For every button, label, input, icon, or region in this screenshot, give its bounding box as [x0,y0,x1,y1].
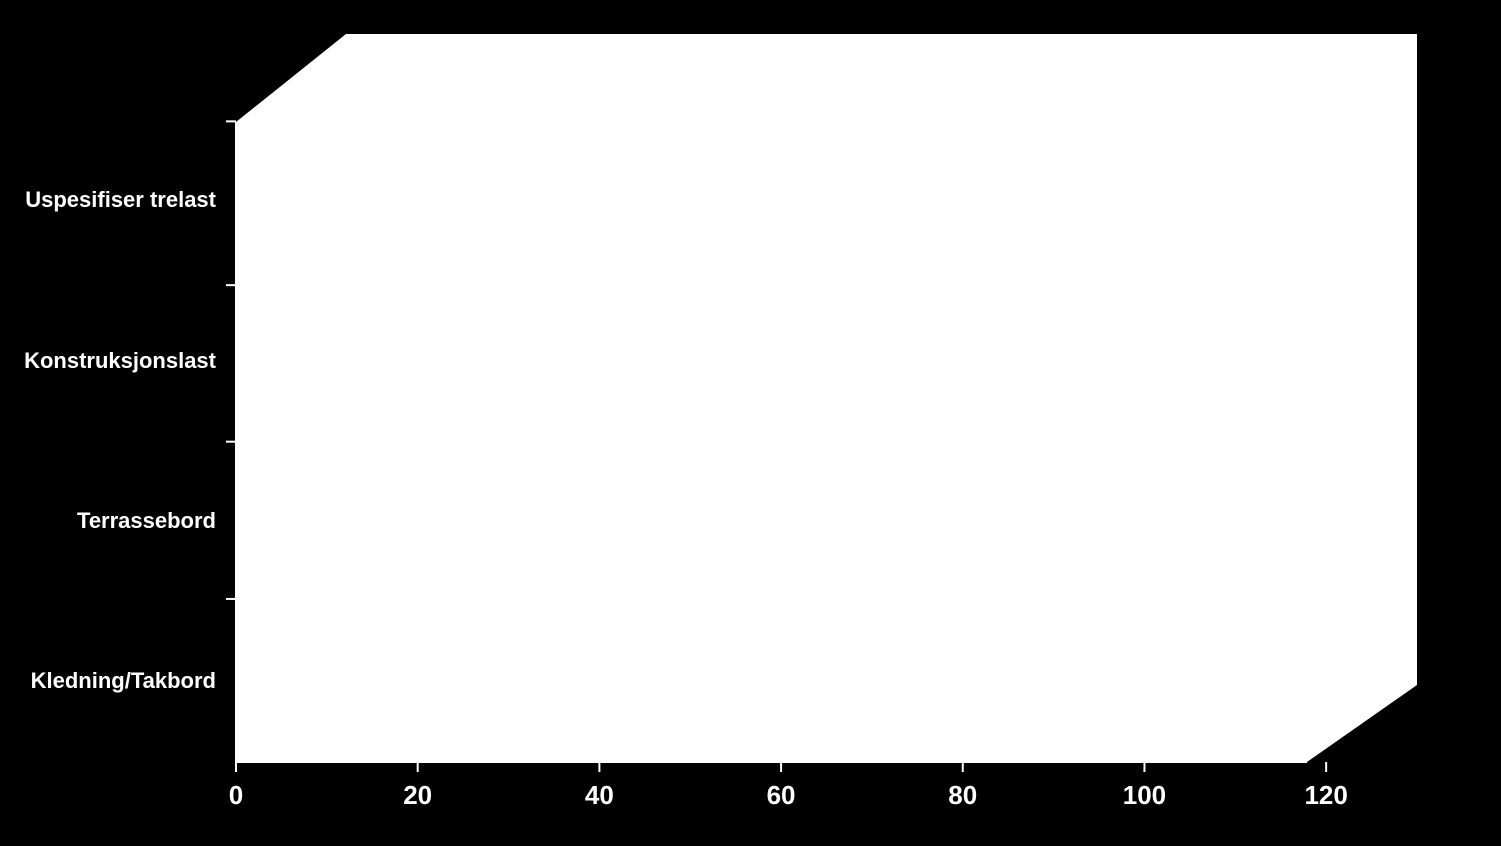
x-tick-label: 100 [1123,780,1166,811]
x-tick-label: 20 [403,780,432,811]
x-tick-label: 40 [585,780,614,811]
y-category-label: Kledning/Takbord [6,669,216,693]
y-category-label: Konstruksjonslast [6,349,216,373]
x-tick-label: 0 [229,780,243,811]
x-tick-label: 120 [1304,780,1347,811]
y-category-label: Terrassebord [6,509,216,533]
y-category-label: Uspesifiser trelast [6,188,216,212]
x-tick-label: 80 [948,780,977,811]
x-tick-label: 60 [767,780,796,811]
chart-svg [0,0,1501,846]
plot-area [236,34,1417,762]
